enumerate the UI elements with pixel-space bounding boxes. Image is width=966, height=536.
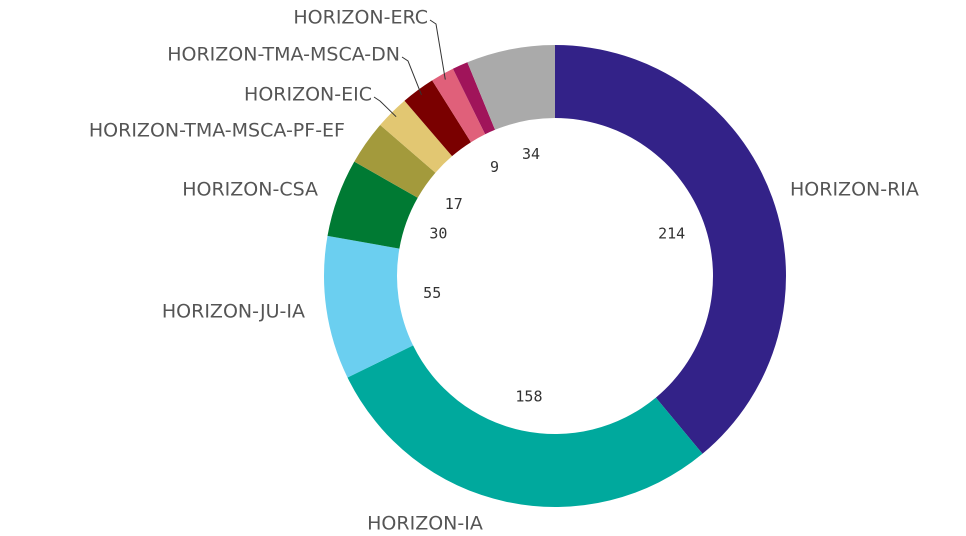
donut-slice xyxy=(327,161,418,249)
category-label: HORIZON-CSA xyxy=(182,179,318,201)
donut-slice xyxy=(404,80,471,157)
donut-slice xyxy=(452,62,496,135)
leader-line xyxy=(373,96,397,118)
value-label: 34 xyxy=(522,145,540,163)
value-label: 17 xyxy=(445,195,463,213)
category-label: HORIZON-ERC xyxy=(293,7,428,29)
donut-slice xyxy=(347,345,703,507)
value-label: 30 xyxy=(429,224,447,242)
category-label: HORIZON-EIC xyxy=(244,84,372,106)
donut-slice xyxy=(467,45,555,130)
category-label: HORIZON-IA xyxy=(367,513,483,535)
donut-slice xyxy=(324,235,414,378)
leader-line xyxy=(401,56,422,96)
category-label: HORIZON-TMA-MSCA-PF-EF xyxy=(89,120,345,142)
category-label: HORIZON-TMA-MSCA-DN xyxy=(167,44,400,66)
category-label: HORIZON-RIA xyxy=(790,179,919,201)
donut-slice xyxy=(555,45,786,454)
leader-line xyxy=(429,19,446,80)
value-label: 55 xyxy=(423,284,441,302)
value-label: 158 xyxy=(515,388,542,406)
donut-slice xyxy=(432,68,486,143)
donut-slice xyxy=(354,124,436,198)
category-label: HORIZON-JU-IA xyxy=(162,301,305,323)
value-label: 9 xyxy=(490,158,499,176)
value-label: 214 xyxy=(658,224,685,242)
donut-slice xyxy=(380,100,453,173)
